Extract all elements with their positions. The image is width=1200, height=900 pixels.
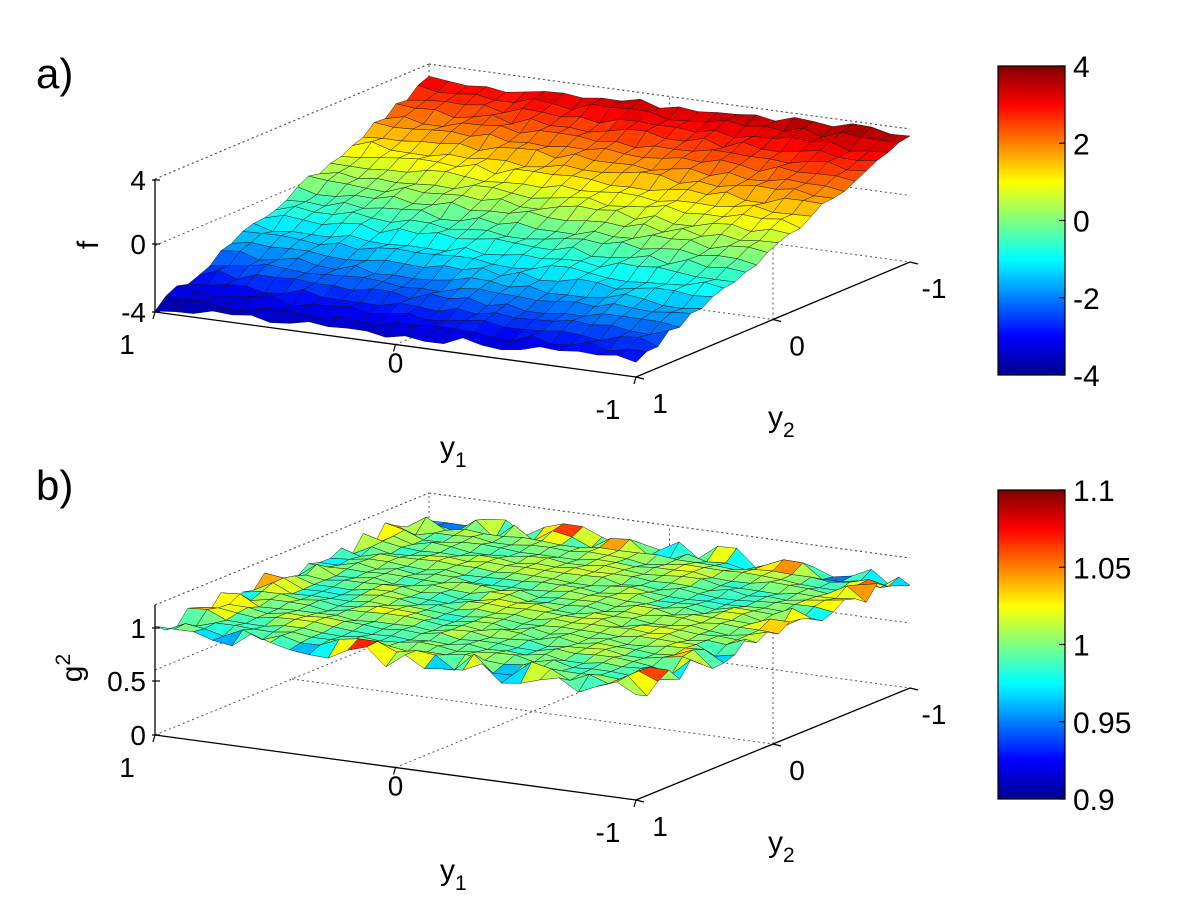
y-axis-label-b: y2 xyxy=(768,826,795,867)
x-tick-label: 1 xyxy=(119,329,135,360)
surface-patch xyxy=(616,349,648,363)
colorbar-b-ticks: 1.1 1.05 1 0.95 0.9 xyxy=(1059,475,1131,817)
colorbar-tick-label: -4 xyxy=(1073,360,1100,393)
z-tick-label: 0 xyxy=(130,720,146,751)
z-tick-label: 4 xyxy=(130,165,146,196)
x-tick-mark xyxy=(633,376,637,385)
z-tick-label: 0 xyxy=(130,229,146,260)
x-tick-mark xyxy=(633,799,637,808)
x-tick-mark xyxy=(152,311,156,320)
y-tick-mark xyxy=(772,318,782,323)
x-tick-mark xyxy=(392,767,397,775)
colorbar-tick-label: 4 xyxy=(1073,51,1090,84)
colorbar-a-gradient xyxy=(997,65,1066,376)
y-tick-label: 1 xyxy=(652,388,668,419)
colorbar-tick-label: 0.95 xyxy=(1073,707,1131,740)
y-tick-label: 0 xyxy=(789,755,805,786)
colorbar-tick-label: 2 xyxy=(1073,128,1090,161)
x-tick-label: 0 xyxy=(388,771,404,802)
y-tick-mark xyxy=(635,376,645,380)
z-tick-label: 1 xyxy=(130,613,146,644)
y-tick-mark xyxy=(909,687,919,691)
x-tick-label: -1 xyxy=(596,817,621,848)
x-tick-label: 0 xyxy=(388,348,404,379)
panel-label-a: a) xyxy=(36,50,73,97)
colorbar-tick-label: -2 xyxy=(1073,283,1100,316)
z-tick-label: -4 xyxy=(121,297,146,328)
surface-patch xyxy=(616,675,648,697)
x-axis-label-a: y1 xyxy=(440,431,467,472)
z-axis-label-b: g2 xyxy=(52,654,89,682)
z-axis-label-a: f xyxy=(72,240,105,249)
x-tick-mark xyxy=(152,734,156,743)
x-axis-label-b: y1 xyxy=(440,854,467,895)
colorbar-b-gradient xyxy=(997,489,1066,800)
x-tick-label: -1 xyxy=(596,394,621,425)
surface-a xyxy=(154,75,911,363)
x-tick-label: 1 xyxy=(119,752,135,783)
y-tick-label: -1 xyxy=(922,699,947,730)
y-tick-label: 0 xyxy=(789,331,805,362)
axis-ticks-a: 40-410-1 10-1 xyxy=(119,165,946,425)
y-tick-mark xyxy=(635,799,645,803)
colorbar-a: 4 2 0 -2 -4 xyxy=(997,51,1100,393)
colorbar-tick-label: 1.05 xyxy=(1073,552,1131,585)
z-tick-label: 0.5 xyxy=(107,666,146,697)
colorbar-tick-label: 0.9 xyxy=(1073,784,1115,817)
grid-line xyxy=(154,492,430,606)
x-tick-mark xyxy=(392,344,397,352)
colorbar-tick-label: 1.1 xyxy=(1073,475,1115,508)
colorbar-a-ticks: 4 2 0 -2 -4 xyxy=(1059,51,1100,393)
colorbar-b: 1.1 1.05 1 0.95 0.9 xyxy=(997,475,1131,817)
y-tick-label: -1 xyxy=(922,273,947,304)
grid-line xyxy=(428,63,911,130)
y-tick-mark xyxy=(909,261,919,265)
y-tick-mark xyxy=(772,743,782,747)
grid-line xyxy=(291,678,774,745)
panel-a: a) 40-410-1 10-1 f y1 y2 420-2-4 xyxy=(36,50,1100,472)
colorbar-tick-label: 0 xyxy=(1073,206,1090,239)
grid-line xyxy=(428,492,911,559)
surface-b xyxy=(154,516,911,697)
colorbar-tick-label: 1 xyxy=(1073,630,1090,663)
panel-label-b: b) xyxy=(36,462,73,509)
y-tick-label: 1 xyxy=(652,811,668,842)
y-axis-label-a: y2 xyxy=(768,401,795,442)
